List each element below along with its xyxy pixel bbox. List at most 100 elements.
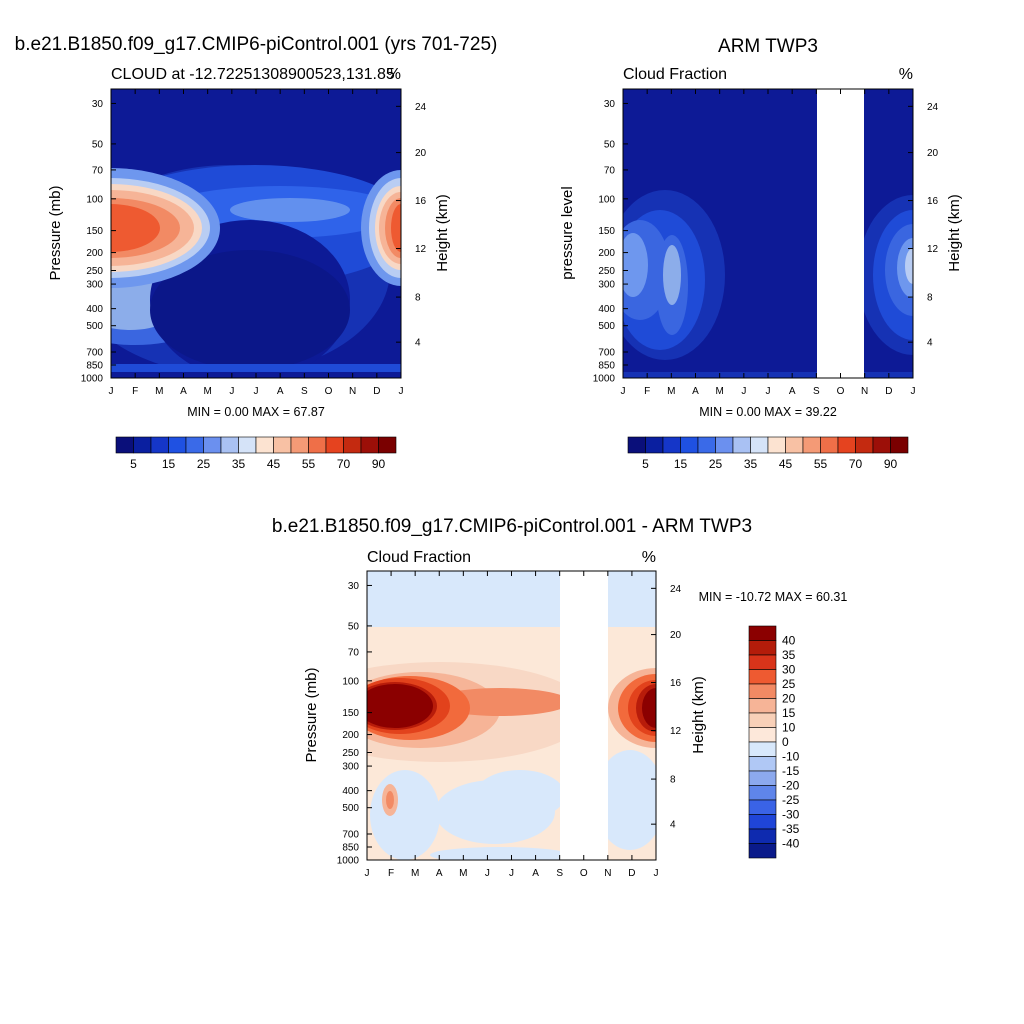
colorbar-label: 35 (744, 457, 758, 471)
panel-diff: b.e21.B1850.f09_g17.CMIP6-piControl.001 … (272, 478, 848, 879)
panel-diff-stats: MIN = -10.72 MAX = 60.31 (699, 590, 848, 604)
colorbar-label: -10 (782, 750, 800, 764)
pressure-tick-label: 300 (342, 762, 359, 773)
colorbar-swatch (290, 436, 309, 454)
month-tick-label: O (837, 386, 845, 397)
pressure-tick-label: 50 (604, 139, 616, 150)
pressure-tick-label: 250 (342, 748, 359, 759)
pressure-tick-label: 850 (342, 842, 359, 853)
month-tick-label: J (621, 386, 626, 397)
height-tick-label: 8 (415, 293, 421, 304)
contour-fill (367, 684, 433, 728)
colorbar-swatch (748, 828, 777, 844)
colorbar-swatch (273, 436, 292, 454)
colorbar-swatch (748, 654, 777, 670)
month-tick-label: S (556, 868, 563, 879)
pressure-tick-label: 500 (598, 321, 615, 332)
month-tick-label: A (277, 386, 284, 397)
colorbar-swatch (715, 436, 734, 454)
pressure-tick-label: 30 (348, 581, 360, 592)
month-tick-label: M (667, 386, 675, 397)
colorbar-swatch (748, 814, 777, 830)
colorbar-swatch (748, 698, 777, 714)
pressure-tick-label: 200 (342, 730, 359, 741)
pressure-tick-label: 70 (348, 647, 360, 658)
colorbar-swatch (732, 436, 751, 454)
month-tick-label: O (325, 386, 333, 397)
pressure-tick-label: 300 (86, 280, 103, 291)
pressure-tick-label: 400 (86, 304, 103, 315)
pressure-tick-label: 150 (598, 226, 615, 237)
pressure-tick-label: 150 (342, 708, 359, 719)
panel-model-ylabel-right: Height (km) (434, 194, 451, 272)
colorbar-swatch (748, 727, 777, 743)
pressure-tick-label: 30 (92, 99, 104, 110)
panel-diff-title: b.e21.B1850.f09_g17.CMIP6-piControl.001 … (272, 516, 752, 537)
month-tick-label: S (301, 386, 308, 397)
colorbar-label: -15 (782, 764, 800, 778)
month-tick-label: O (580, 868, 588, 879)
colorbar-label: 45 (779, 457, 793, 471)
pressure-tick-label: 400 (598, 304, 615, 315)
colorbar-swatch (748, 741, 777, 757)
pressure-tick-label: 400 (342, 786, 359, 797)
colorbar-swatch (645, 436, 664, 454)
month-tick-label: A (532, 868, 539, 879)
height-tick-label: 4 (415, 338, 421, 349)
panel-model-plot-area (111, 89, 401, 378)
colorbar-swatch (185, 436, 204, 454)
colorbar-swatch (150, 436, 169, 454)
panel-model-title: b.e21.B1850.f09_g17.CMIP6-piControl.001 … (15, 34, 498, 55)
pressure-tick-label: 30 (604, 99, 616, 110)
colorbar-swatch (133, 436, 152, 454)
colorbar-swatch (820, 436, 839, 454)
month-tick-label: M (411, 868, 419, 879)
colorbar-swatch (872, 436, 891, 454)
colorbar-label: -20 (782, 779, 800, 793)
colorbar-label: 70 (849, 457, 863, 471)
colorbar-label: 5 (130, 457, 137, 471)
contour-fill (905, 248, 913, 284)
pressure-tick-label: 50 (92, 139, 104, 150)
colorbar-swatch (308, 436, 327, 454)
colorbar-swatch (378, 436, 397, 454)
colorbar-swatch (855, 436, 874, 454)
contour-fill (430, 847, 570, 860)
colorbar-label: 15 (782, 706, 796, 720)
contour-fill (111, 204, 160, 252)
colorbar-label: 55 (302, 457, 316, 471)
pressure-tick-label: 100 (86, 194, 103, 205)
panel-obs-colorbar: 5 15 25 35 45 55 70 90 (627, 436, 909, 471)
pressure-tick-label: 1000 (337, 856, 360, 867)
month-tick-label: J (109, 386, 114, 397)
contour-fill (623, 233, 648, 297)
month-tick-label: M (155, 386, 163, 397)
month-tick-label: S (813, 386, 820, 397)
month-tick-label: D (885, 386, 892, 397)
month-tick-label: M (459, 868, 467, 879)
height-tick-label: 4 (927, 338, 933, 349)
colorbar-label: 15 (674, 457, 688, 471)
contour-fill (384, 478, 396, 506)
pressure-tick-label: 70 (604, 165, 616, 176)
colorbar-swatch (748, 669, 777, 685)
height-tick-label: 20 (927, 148, 939, 159)
panel-diff-ylabel-left: Pressure (mb) (303, 667, 320, 762)
contour-fill (111, 364, 401, 374)
month-tick-label: M (203, 386, 211, 397)
colorbar-swatch (238, 436, 257, 454)
height-tick-label: 24 (927, 102, 939, 113)
contour-fill (150, 250, 350, 370)
panel-diff-ylabel-right: Height (km) (690, 676, 707, 754)
panel-diff-y-ticks: 30 50 70 100 150 200 250 300 400 500 700 850 1000 24 2… (337, 581, 682, 867)
colorbar-label: 25 (782, 677, 796, 691)
month-tick-label: J (509, 868, 514, 879)
panel-model: b.e21.B1850.f09_g17.CMIP6-piControl.001 … (15, 34, 498, 419)
colorbar-swatch (203, 436, 222, 454)
month-tick-label: J (229, 386, 234, 397)
colorbar-swatch (748, 785, 777, 801)
colorbar-swatch (748, 712, 777, 728)
colorbar-swatch (220, 436, 239, 454)
panel-obs-y-ticks: 30 50 70 100 150 200 250 300 400 500 700 850 1000 24 2… (593, 99, 939, 385)
